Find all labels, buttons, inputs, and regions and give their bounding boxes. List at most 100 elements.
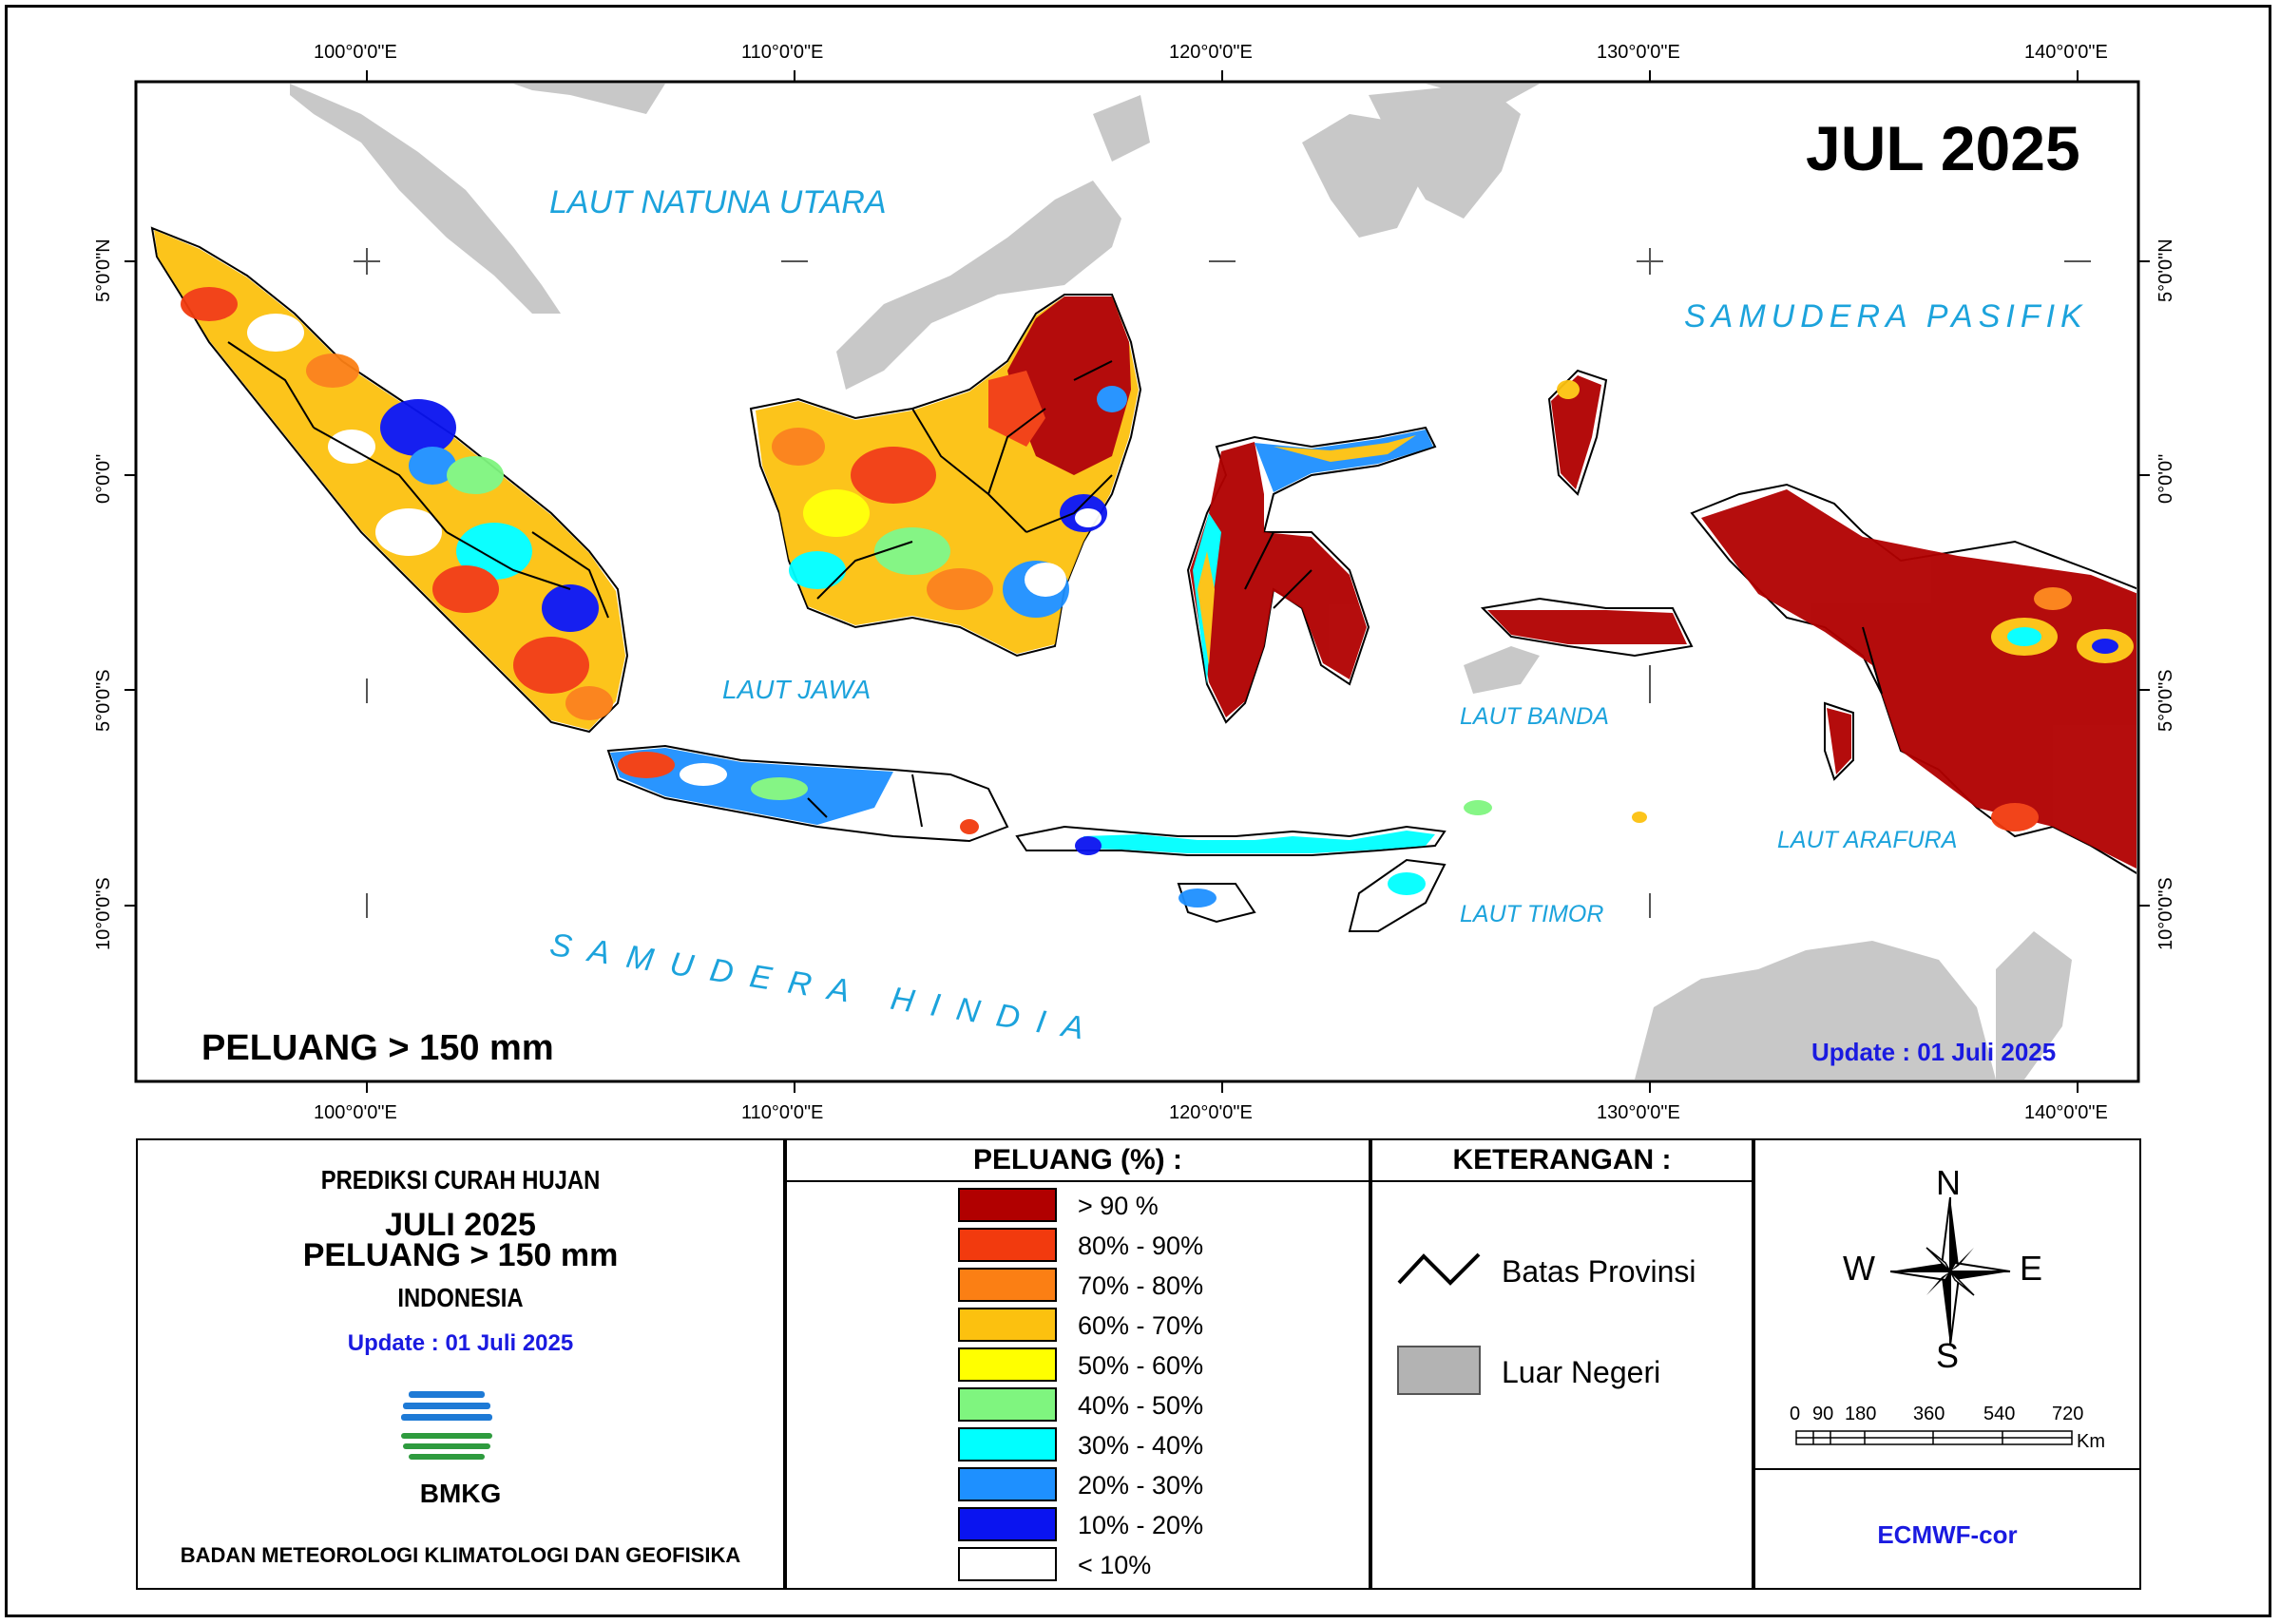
model-name: ECMWF-cor [1877, 1520, 2018, 1549]
left-tick-5s: 5°0'0"S [93, 669, 114, 732]
map-update-text: Update : 01 Juli 2025 [1811, 1038, 2057, 1066]
info-line-1: PREDIKSI CURAH HUJAN [320, 1165, 601, 1194]
bmkg-logo [399, 1380, 494, 1475]
legend-swatch [958, 1427, 1057, 1462]
legend-swatch [958, 1387, 1057, 1422]
info-line-2: JULI 2025 [385, 1207, 536, 1243]
bottom-tick-120: 120°0'0"E [1169, 1102, 1253, 1123]
legend-title: PELUANG (%) : [973, 1144, 1182, 1175]
agency-name: BADAN METEOROLOGI KLIMATOLOGI DAN GEOFIS… [180, 1543, 741, 1567]
rain-probability-fill [154, 230, 2136, 908]
legend-items: > 90 % 80% - 90% 70% - 80% 60% - 70% 50%… [958, 1188, 1338, 1587]
info-update: Update : 01 Juli 2025 [347, 1330, 574, 1356]
info-line-3: PELUANG > 150 mm [302, 1237, 619, 1273]
legend-label: > 90 % [1078, 1192, 1159, 1220]
compass-n: N [1936, 1163, 1961, 1202]
legend-label: 70% - 80% [1078, 1271, 1204, 1300]
info-line-4: INDONESIA [397, 1283, 524, 1312]
scale-tick: 360 [1913, 1404, 1945, 1424]
legend-label: 60% - 70% [1078, 1311, 1204, 1340]
scale-tick: 0 [1790, 1404, 1801, 1424]
right-tick-5n: 5°0'0"N [2155, 239, 2176, 302]
legend-swatch [958, 1308, 1057, 1342]
foreign-country-swatch [1397, 1346, 1481, 1395]
sea-label-jawa: LAUT JAWA [722, 675, 872, 704]
keterangan-header: KETERANGAN : [1372, 1140, 1752, 1182]
legend-swatch [958, 1547, 1057, 1581]
legend-item: 50% - 60% [958, 1347, 1319, 1384]
legend-swatch [958, 1507, 1057, 1541]
legend-label: 50% - 60% [1078, 1351, 1204, 1380]
top-tick-120: 120°0'0"E [1169, 42, 1253, 63]
scalebar-labels: 0 90 180 360 540 720 [1790, 1404, 2113, 1426]
sea-label-arafura: LAUT ARAFURA [1777, 827, 1958, 853]
sea-label-banda: LAUT BANDA [1460, 703, 1609, 730]
frame-ticks [125, 70, 2150, 1093]
legend-label: 30% - 40% [1078, 1431, 1204, 1460]
sea-label-natuna: LAUT NATUNA UTARA [549, 184, 887, 220]
top-tick-100: 100°0'0"E [314, 42, 397, 63]
bottom-tick-100: 100°0'0"E [314, 1102, 397, 1123]
bottom-tick-140: 140°0'0"E [2024, 1102, 2108, 1123]
scale-tick: 180 [1845, 1404, 1877, 1424]
scale-bar [1795, 1430, 2080, 1445]
map-sheet-frame [5, 5, 2271, 1617]
legend-item: 30% - 40% [958, 1427, 1319, 1463]
graticule [354, 248, 2091, 918]
right-tick-0: 0°0'0" [2155, 453, 2176, 504]
legend-item: 10% - 20% [958, 1507, 1319, 1543]
compass-w: W [1843, 1249, 1875, 1288]
map-month-title: JUL 2025 [1806, 113, 2080, 183]
bottom-tick-110: 110°0'0"E [741, 1102, 824, 1123]
compass-panel: N S E W 0 90 180 360 540 720 Km ECMWF-co… [1753, 1138, 2141, 1590]
legend-item: 80% - 90% [958, 1228, 1319, 1264]
left-tick-10s: 10°0'0"S [93, 877, 114, 950]
legend-swatch [958, 1188, 1057, 1222]
keterangan-panel: KETERANGAN : Batas Provinsi Luar Negeri [1370, 1138, 1753, 1590]
compass-e: E [2020, 1249, 2043, 1288]
left-tick-0: 0°0'0" [93, 453, 114, 504]
sea-label-pasifik: SAMUDERA PASIFIK [1684, 298, 2088, 334]
bmkg-logo-text: BMKG [419, 1479, 502, 1508]
keterangan-item-2: Luar Negeri [1502, 1355, 1661, 1389]
legend-panel: PELUANG (%) : > 90 % 80% - 90% 70% - 80%… [785, 1138, 1370, 1590]
legend-swatch [958, 1347, 1057, 1382]
province-boundary-icon [1397, 1245, 1481, 1292]
legend-label: 80% - 90% [1078, 1232, 1204, 1260]
compass-s: S [1936, 1336, 1960, 1375]
compass-divider [1755, 1468, 2139, 1470]
scale-tick: 720 [2052, 1404, 2084, 1424]
legend-item: 20% - 30% [958, 1467, 1319, 1503]
top-tick-130: 130°0'0"E [1597, 42, 1680, 63]
legend-label: 20% - 30% [1078, 1471, 1204, 1500]
right-tick-10s: 10°0'0"S [2155, 877, 2176, 950]
scale-tick: 90 [1812, 1404, 1834, 1424]
legend-header: PELUANG (%) : [787, 1140, 1369, 1182]
legend-item: > 90 % [958, 1188, 1319, 1224]
keterangan-title: KETERANGAN : [1452, 1144, 1672, 1175]
scale-tick: 540 [1983, 1404, 2016, 1424]
legend-item: 60% - 70% [958, 1308, 1319, 1344]
legend-item: < 10% [958, 1547, 1319, 1583]
legend-label: 40% - 50% [1078, 1391, 1204, 1420]
right-tick-5s: 5°0'0"S [2155, 669, 2176, 732]
bottom-tick-130: 130°0'0"E [1597, 1102, 1680, 1123]
left-tick-5n: 5°0'0"N [93, 239, 114, 302]
legend-label: 10% - 20% [1078, 1511, 1204, 1539]
top-tick-140: 140°0'0"E [2024, 42, 2108, 63]
top-tick-110: 110°0'0"E [741, 42, 824, 63]
foreign-land [290, 84, 2072, 1079]
north-arrow-icon [1879, 1167, 2021, 1404]
legend-swatch [958, 1228, 1057, 1262]
map-subtitle: PELUANG > 150 mm [201, 1028, 554, 1068]
legend-item: 70% - 80% [958, 1268, 1319, 1304]
legend-swatch [958, 1467, 1057, 1501]
province-boundaries [227, 341, 1883, 828]
sea-label-timor: LAUT TIMOR [1460, 901, 1604, 927]
keterangan-item-1: Batas Provinsi [1502, 1254, 1696, 1289]
legend-label: < 10% [1078, 1551, 1152, 1579]
legend-swatch [958, 1268, 1057, 1302]
info-panel: PREDIKSI CURAH HUJAN JULI 2025 PELUANG >… [136, 1138, 785, 1590]
scale-unit: Km [2077, 1431, 2105, 1452]
